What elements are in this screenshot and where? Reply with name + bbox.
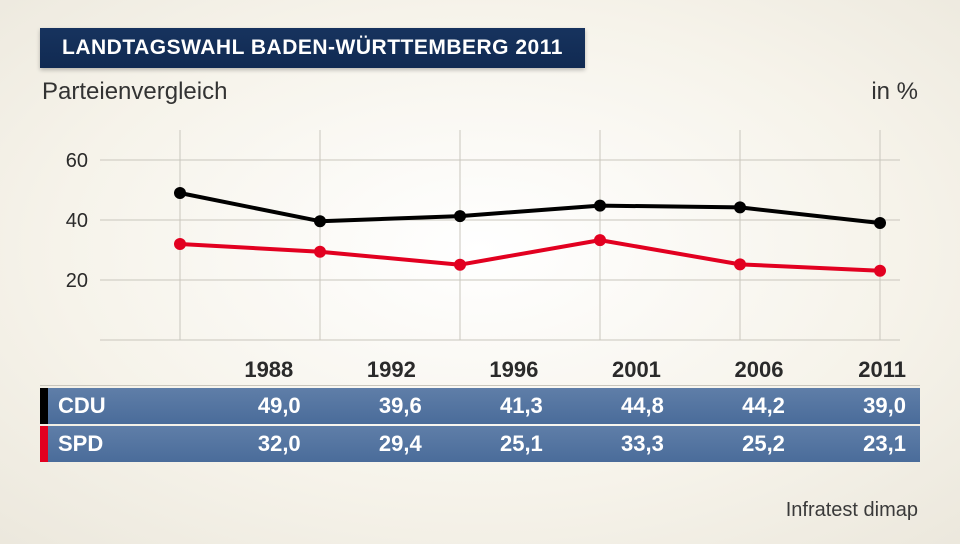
party-swatch-spd — [40, 426, 48, 462]
table-cell: 44,8 — [557, 393, 678, 419]
data-table: 1988 1992 1996 2001 2006 2011 CDU 49,0 3… — [40, 355, 920, 462]
unit-label: in % — [871, 78, 918, 106]
table-col-header: 2011 — [797, 357, 920, 383]
table-cell: 32,0 — [194, 431, 315, 457]
table-col-header: 1996 — [430, 357, 553, 383]
page-title: LANDTAGSWAHL BADEN-WÜRTTEMBERG 2011 — [40, 28, 585, 68]
table-cell: 41,3 — [436, 393, 557, 419]
party-label: SPD — [48, 431, 194, 457]
source-label: Infratest dimap — [786, 499, 918, 522]
table-cell: 33,3 — [557, 431, 678, 457]
party-swatch-cdu — [40, 388, 48, 424]
svg-text:20: 20 — [66, 270, 88, 292]
table-cell: 39,0 — [799, 393, 920, 419]
table-col-header: 2001 — [552, 357, 675, 383]
party-label: CDU — [48, 393, 194, 419]
table-col-header: 2006 — [675, 357, 798, 383]
table-cell: 25,2 — [678, 431, 799, 457]
table-cell: 25,1 — [436, 431, 557, 457]
table-row: SPD 32,0 29,4 25,1 33,3 25,2 23,1 — [40, 426, 920, 462]
chart-svg: 20 40 60 — [40, 120, 920, 350]
table-cell: 39,6 — [315, 393, 436, 419]
table-cell: 49,0 — [194, 393, 315, 419]
table-row: CDU 49,0 39,6 41,3 44,8 44,2 39,0 — [40, 388, 920, 424]
page-root: LANDTAGSWAHL BADEN-WÜRTTEMBERG 2011 Part… — [0, 0, 960, 544]
subtitle: Parteienvergleich — [42, 78, 227, 106]
svg-text:40: 40 — [66, 210, 88, 232]
table-cell: 29,4 — [315, 431, 436, 457]
table-cell: 44,2 — [678, 393, 799, 419]
svg-text:60: 60 — [66, 150, 88, 172]
table-cell: 23,1 — [799, 431, 920, 457]
table-col-header: 1992 — [307, 357, 430, 383]
table-header-row: 1988 1992 1996 2001 2006 2011 — [40, 355, 920, 386]
line-chart: 20 40 60 — [40, 120, 920, 350]
table-col-header: 1988 — [185, 357, 308, 383]
